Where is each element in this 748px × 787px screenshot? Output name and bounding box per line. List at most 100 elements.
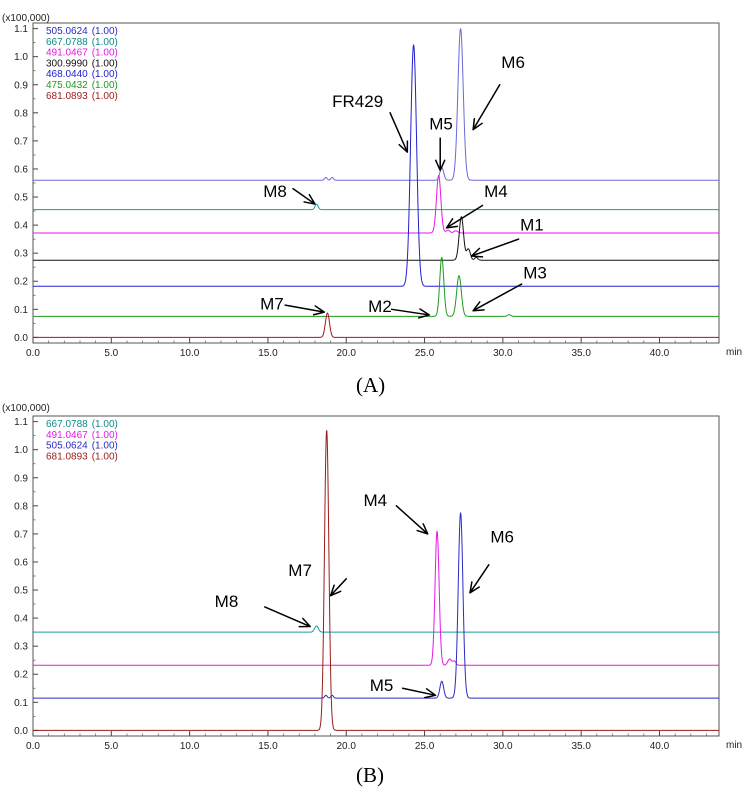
y-tick-label: 1.0 [14, 445, 28, 456]
y-tick-label: 0.4 [14, 221, 28, 232]
annotation-arrow [264, 606, 311, 628]
panel-a-multiplier-label: (x100,000) [2, 13, 50, 24]
x-tick-label: 30.0 [493, 741, 513, 752]
y-tick-label: 0.8 [14, 501, 28, 512]
annotation-arrow [469, 564, 490, 594]
annotation-arrow [284, 304, 326, 316]
peak-label-m7: M7 [288, 561, 312, 580]
peak-label-m7: M7 [260, 294, 284, 313]
peak-label-m1: M1 [520, 216, 544, 235]
y-tick-label: 0.9 [14, 80, 28, 91]
trace-667.0788 [33, 203, 719, 211]
annotation-arrow [401, 687, 437, 699]
x-tick-label: 35.0 [571, 348, 591, 359]
trace-505.0624 [33, 28, 719, 181]
y-tick-label: 1.1 [14, 24, 28, 35]
trace-505.0624 [33, 512, 719, 699]
y-tick-label: 1.0 [14, 52, 28, 63]
legend-entry: 475.0432 (1.00) [46, 80, 118, 91]
legend-entry: 681.0893 (1.00) [46, 451, 118, 462]
y-tick-label: 0.5 [14, 586, 28, 597]
x-tick-label: 15.0 [258, 348, 278, 359]
peak-label-m4: M4 [484, 182, 508, 201]
annotation-arrow [470, 238, 520, 258]
trace-667.0788 [33, 625, 719, 633]
x-tick-label: 25.0 [415, 741, 435, 752]
y-tick-label: 0.0 [14, 333, 28, 344]
peak-label-m2: M2 [368, 297, 392, 316]
trace-300.9990 [33, 216, 719, 261]
y-tick-label: 0.6 [14, 557, 28, 568]
peak-label-m4: M4 [363, 491, 387, 510]
x-tick-label: 40.0 [650, 741, 670, 752]
trace-681.0893 [33, 312, 719, 338]
y-tick-label: 0.5 [14, 193, 28, 204]
peak-label-m5: M5 [370, 676, 394, 695]
x-tick-label: 20.0 [337, 741, 357, 752]
legend-entry: 491.0467 (1.00) [46, 430, 118, 441]
legend-entry: 505.0624 (1.00) [46, 441, 118, 452]
x-tick-label: 10.0 [180, 348, 200, 359]
x-tick-label: 40.0 [650, 348, 670, 359]
panel-b-x-axis-unit: min [726, 740, 742, 751]
x-tick-label: 5.0 [104, 348, 118, 359]
panel-a-caption: (A) [356, 373, 385, 397]
y-tick-label: 0.8 [14, 108, 28, 119]
annotation-arrow [434, 137, 446, 172]
y-tick-label: 0.3 [14, 249, 28, 260]
x-tick-label: 0.0 [26, 348, 40, 359]
legend-entry: 468.0440 (1.00) [46, 69, 118, 80]
y-tick-label: 0.2 [14, 277, 28, 288]
y-tick-label: 1.1 [14, 417, 28, 428]
y-tick-label: 0.3 [14, 642, 28, 653]
y-tick-label: 0.0 [14, 726, 28, 737]
peak-label-m8: M8 [215, 592, 239, 611]
annotation-arrow [472, 84, 501, 131]
y-tick-label: 0.7 [14, 529, 28, 540]
y-tick-label: 0.7 [14, 136, 28, 147]
panel-b-multiplier-label: (x100,000) [2, 403, 50, 414]
y-tick-label: 0.1 [14, 698, 28, 709]
annotation-arrow [390, 308, 431, 319]
y-tick-label: 0.9 [14, 473, 28, 484]
legend-entry: 667.0788 (1.00) [46, 419, 118, 430]
legend-entry: 681.0893 (1.00) [46, 91, 118, 102]
y-tick-label: 0.1 [14, 305, 28, 316]
x-tick-label: 30.0 [493, 348, 513, 359]
peak-label-m5: M5 [429, 115, 453, 134]
x-tick-label: 15.0 [258, 741, 278, 752]
trace-491.0467 [33, 530, 719, 666]
legend-entry: 667.0788 (1.00) [46, 37, 118, 48]
annotation-arrow [389, 112, 409, 153]
y-tick-label: 0.2 [14, 670, 28, 681]
trace-468.0440 [33, 44, 719, 287]
annotation-arrow [329, 578, 347, 597]
panel-b-chart: (x100,000) min (B) 0.0 5.0 10.0 15.0 20.0 25.… [2, 403, 742, 787]
legend-entry: 300.9990 (1.00) [46, 58, 118, 69]
trace-681.0893 [33, 430, 719, 731]
annotation-arrow [472, 283, 523, 312]
peak-label-m6: M6 [501, 53, 525, 72]
annotation-arrow [445, 204, 484, 229]
annotation-arrow [395, 505, 429, 535]
y-tick-label: 0.4 [14, 614, 28, 625]
peak-label-m6: M6 [490, 527, 514, 546]
trace-475.0432 [33, 256, 719, 317]
x-tick-label: 35.0 [571, 741, 591, 752]
traces-group [33, 28, 719, 338]
peak-label-m3: M3 [523, 263, 547, 282]
trace-491.0467 [33, 174, 719, 234]
traces-group [33, 430, 719, 731]
x-tick-label: 0.0 [26, 741, 40, 752]
x-tick-label: 10.0 [180, 741, 200, 752]
panel-a-chart: (x100,000) min (A) 0.0 5.0 10.0 15.0 20.0 25.… [2, 13, 742, 397]
x-tick-label: 5.0 [104, 741, 118, 752]
y-tick-label: 0.6 [14, 164, 28, 175]
legend-entry: 491.0467 (1.00) [46, 48, 118, 59]
x-tick-label: 25.0 [415, 348, 435, 359]
legend-entry: 505.0624 (1.00) [46, 26, 118, 37]
annotation-arrow [292, 187, 316, 205]
panel-b-caption: (B) [356, 763, 384, 787]
x-tick-label: 20.0 [337, 348, 357, 359]
